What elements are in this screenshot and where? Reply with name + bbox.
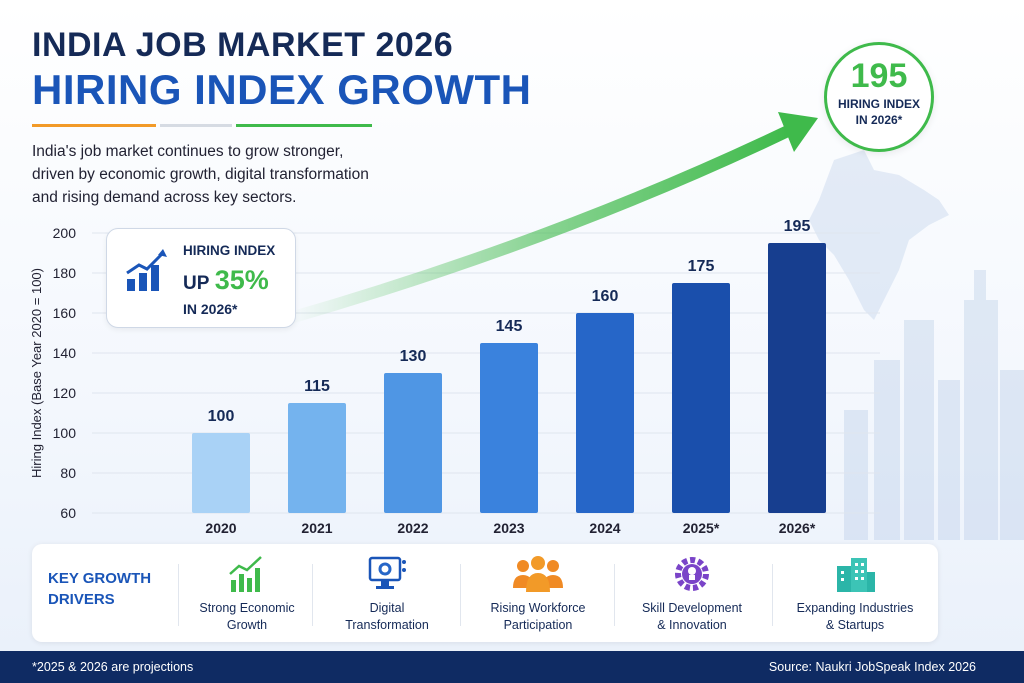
driver-label-1b: Growth — [226, 618, 268, 632]
x-tick-label: 2025* — [683, 520, 720, 536]
callout-label-1: HIRING INDEX — [837, 97, 920, 111]
x-tick-label: 2023 — [493, 520, 524, 536]
people-group-icon — [513, 556, 563, 592]
divider — [460, 564, 461, 626]
bar — [288, 403, 346, 513]
callout-label-2: IN 2026* — [855, 113, 903, 127]
divider — [178, 564, 179, 626]
bar — [576, 313, 634, 513]
title-line-1: INDIA JOB MARKET 2026 — [32, 26, 454, 64]
growth-badge: HIRING INDEX UP 35% IN 2026* — [106, 228, 296, 328]
driver-label-3a: Rising Workforce — [490, 601, 586, 615]
title-line-2: HIRING INDEX GROWTH — [32, 66, 532, 113]
title-rule-grey — [160, 124, 232, 127]
intro-text: India's job market continues to grow str… — [32, 140, 412, 209]
driver-label-4b: & Innovation — [657, 618, 727, 632]
driver-label-3b: Participation — [503, 618, 573, 632]
buildings-icon — [837, 558, 875, 592]
callout-value: 195 — [850, 57, 908, 95]
data-label: 160 — [592, 288, 619, 305]
divider — [614, 564, 615, 626]
data-label: 145 — [496, 318, 523, 335]
y-tick-label: 60 — [60, 505, 76, 521]
y-tick-label: 120 — [53, 385, 77, 401]
divider — [312, 564, 313, 626]
x-tick-label: 2020 — [205, 520, 236, 536]
y-tick-label: 160 — [53, 305, 77, 321]
badge-line-2: UP 35% — [183, 265, 269, 296]
intro-line-3: and rising demand across key sectors. — [32, 189, 297, 206]
intro-line-2: driven by economic growth, digital trans… — [32, 166, 369, 183]
footer-note: *2025 & 2026 are projections — [32, 660, 194, 674]
growth-arrow-head — [778, 112, 818, 152]
data-label: 195 — [784, 218, 811, 235]
intro-line-1: India's job market continues to grow str… — [32, 143, 344, 160]
y-axis-label: Hiring Index (Base Year 2020 = 100) — [29, 268, 44, 478]
driver-label-1a: Strong Economic — [199, 601, 295, 615]
data-label: 115 — [304, 378, 330, 395]
badge-line-3: IN 2026* — [183, 301, 238, 317]
driver-industries-startups: Expanding Industries & Startups — [780, 554, 930, 634]
y-tick-label: 100 — [53, 425, 77, 441]
x-tick-label: 2022 — [397, 520, 428, 536]
x-tick-label: 2024 — [589, 520, 620, 536]
driver-label-5b: & Startups — [825, 618, 885, 632]
badge-prefix: UP — [183, 273, 210, 294]
title-rule-orange — [32, 124, 156, 127]
badge-line-1: HIRING INDEX — [183, 243, 276, 258]
driver-label-5a: Expanding Industries — [796, 601, 914, 615]
bar — [672, 283, 730, 513]
drivers-title: KEY GROWTH DRIVERS — [48, 568, 168, 610]
driver-digital-transformation: Digital Transformation — [322, 554, 452, 634]
driver-skill-development: Skill Development & Innovation — [622, 554, 762, 634]
y-tick-label: 180 — [53, 265, 77, 281]
bar — [768, 243, 826, 513]
divider — [772, 564, 773, 626]
bar — [480, 343, 538, 513]
drivers-title-2: DRIVERS — [48, 591, 115, 608]
india-map-silhouette — [809, 150, 949, 320]
growth-arrow — [284, 124, 796, 324]
background-decoration — [809, 150, 1024, 540]
rising-bars-icon — [126, 249, 167, 291]
x-tick-label: 2026* — [779, 520, 816, 536]
callout-2026-circle: 195 HIRING INDEX IN 2026* — [824, 42, 934, 152]
drivers-title-1: KEY GROWTH — [48, 570, 152, 587]
driver-economic-growth: Strong Economic Growth — [182, 554, 312, 634]
data-label: 175 — [688, 258, 715, 275]
computer-gear-icon — [368, 556, 406, 589]
driver-workforce-participation: Rising Workforce Participation — [468, 554, 608, 634]
y-tick-label: 80 — [60, 465, 76, 481]
city-skyline — [844, 270, 1024, 540]
y-tick-label: 200 — [53, 225, 77, 241]
driver-label-2b: Transformation — [345, 618, 429, 632]
gear-lightbulb-icon — [675, 557, 709, 591]
y-tick-label: 140 — [53, 345, 77, 361]
footer-bar: *2025 & 2026 are projections Source: Nau… — [0, 651, 1024, 683]
badge-percent: 35% — [214, 265, 269, 295]
title-rule-green — [236, 124, 372, 127]
footer-source: Source: Naukri JobSpeak Index 2026 — [768, 660, 976, 674]
driver-label-2a: Digital — [369, 601, 405, 615]
bar — [384, 373, 442, 513]
driver-label-4a: Skill Development — [641, 601, 743, 615]
data-label: 130 — [400, 348, 427, 365]
growth-chart-icon — [229, 556, 262, 592]
key-growth-drivers-panel: KEY GROWTH DRIVERS Strong Economic Growt… — [32, 544, 938, 642]
bar — [192, 433, 250, 513]
data-label: 100 — [208, 408, 235, 425]
x-tick-label: 2021 — [301, 520, 332, 536]
